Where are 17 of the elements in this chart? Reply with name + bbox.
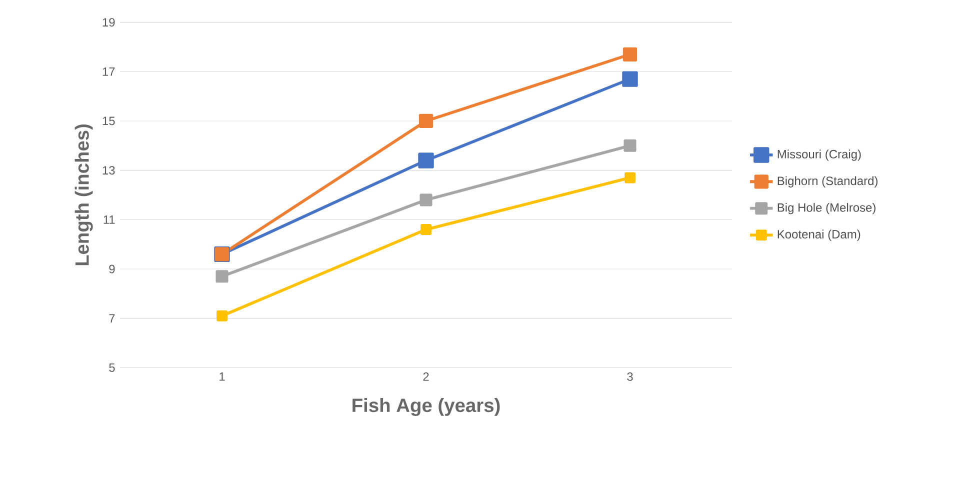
y-tick-label: 13 <box>102 166 115 175</box>
y-tick-label: 19 <box>102 18 115 27</box>
legend-label: Bighorn (Standard) <box>778 176 878 188</box>
x-tick-label: 2 <box>423 372 429 381</box>
x-axis-title: Fish Age (years) <box>352 398 500 416</box>
legend-label: Kootenai (Dam) <box>778 230 860 241</box>
x-tick-label: 3 <box>627 372 633 381</box>
y-tick-label: 17 <box>102 68 115 76</box>
y-axis-title: Length (inches) <box>74 124 93 266</box>
y-tick-label: 7 <box>109 314 115 322</box>
y-tick-label: 15 <box>102 116 115 126</box>
y-tick-label: 5 <box>109 363 115 372</box>
y-tick-label: 11 <box>104 216 115 224</box>
legend-label: Missouri (Craig) <box>778 150 861 161</box>
x-tick-label: 1 <box>220 372 225 381</box>
y-tick-label: 9 <box>109 264 115 274</box>
legend-label: Big Hole (Melrose) <box>778 202 876 214</box>
